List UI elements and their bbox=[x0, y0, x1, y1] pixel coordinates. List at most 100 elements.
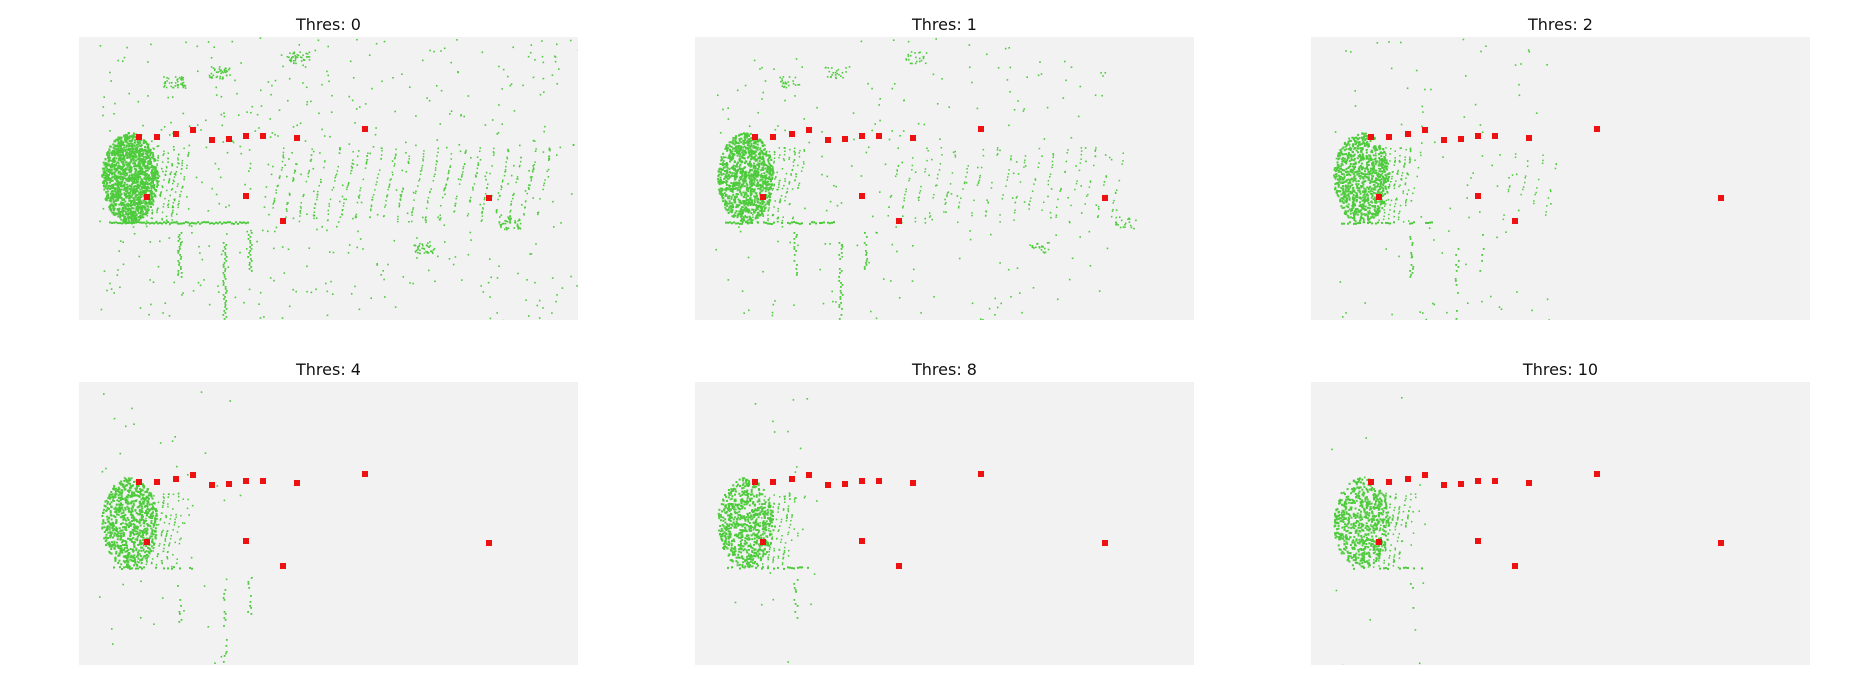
lidar-point bbox=[770, 159, 773, 161]
lidar-point bbox=[785, 82, 788, 85]
lidar-point bbox=[731, 188, 734, 191]
lidar-point bbox=[750, 220, 753, 222]
lidar-point bbox=[173, 199, 176, 202]
lidar-point bbox=[356, 38, 358, 41]
lidar-point bbox=[453, 211, 455, 213]
lidar-point bbox=[751, 169, 754, 172]
lidar-point bbox=[147, 149, 150, 152]
lidar-point bbox=[299, 205, 302, 208]
lidar-point bbox=[744, 139, 747, 141]
lidar-point bbox=[153, 148, 155, 150]
lidar-point bbox=[766, 164, 769, 167]
lidar-point bbox=[518, 165, 521, 168]
lidar-point bbox=[914, 220, 917, 223]
lidar-point bbox=[1084, 147, 1087, 149]
lidar-point bbox=[225, 206, 227, 208]
lidar-point bbox=[738, 183, 741, 186]
lidar-point bbox=[131, 143, 133, 146]
lidar-point bbox=[748, 164, 751, 167]
lidar-point bbox=[767, 219, 769, 222]
lidar-point bbox=[133, 214, 136, 217]
lidar-point bbox=[134, 162, 137, 165]
lidar-point bbox=[401, 73, 403, 75]
lidar-point bbox=[394, 163, 396, 165]
lidar-point bbox=[381, 80, 383, 83]
lidar-point bbox=[145, 222, 147, 225]
lidar-point bbox=[116, 199, 119, 202]
lidar-point bbox=[239, 221, 241, 224]
lidar-point bbox=[755, 154, 758, 157]
lidar-point bbox=[756, 183, 759, 186]
lidar-point bbox=[1372, 180, 1375, 183]
lidar-point bbox=[865, 244, 868, 246]
lidar-point bbox=[303, 59, 306, 61]
lidar-point bbox=[146, 157, 149, 159]
lidar-point bbox=[355, 108, 358, 110]
lidar-point bbox=[767, 210, 770, 212]
lidar-point bbox=[129, 150, 132, 153]
lidar-point bbox=[107, 163, 110, 166]
lidar-point bbox=[735, 222, 737, 225]
lidar-point bbox=[1055, 234, 1057, 236]
lidar-point bbox=[122, 184, 125, 187]
lidar-point bbox=[764, 180, 767, 183]
lidar-point bbox=[128, 203, 131, 206]
lidar-point bbox=[731, 209, 734, 212]
lidar-point bbox=[1124, 224, 1126, 226]
lidar-point bbox=[570, 275, 572, 278]
lidar-point bbox=[543, 91, 545, 93]
lidar-point bbox=[127, 205, 130, 208]
lidar-point bbox=[168, 315, 171, 317]
lidar-point bbox=[1122, 160, 1124, 162]
lidar-point bbox=[120, 145, 122, 148]
lidar-point bbox=[743, 194, 746, 196]
lidar-point bbox=[158, 175, 161, 178]
lidar-point bbox=[743, 145, 746, 148]
lidar-point bbox=[1056, 206, 1058, 208]
lidar-point bbox=[715, 248, 717, 251]
lidar-point bbox=[139, 206, 141, 209]
lidar-point bbox=[118, 208, 121, 210]
lidar-point bbox=[339, 148, 341, 150]
lidar-point bbox=[816, 106, 818, 109]
lidar-point bbox=[233, 222, 235, 225]
lidar-point bbox=[548, 148, 551, 151]
lidar-point bbox=[161, 217, 163, 220]
lidar-point bbox=[485, 193, 487, 195]
lidar-point bbox=[908, 179, 910, 182]
lidar-point bbox=[354, 215, 357, 217]
lidar-point bbox=[124, 186, 127, 189]
lidar-point bbox=[757, 111, 759, 114]
lidar-point bbox=[793, 248, 796, 250]
lidar-point bbox=[111, 222, 113, 224]
lidar-point bbox=[133, 199, 136, 202]
lidar-point bbox=[761, 140, 764, 143]
lidar-point bbox=[352, 159, 354, 161]
lidar-point bbox=[740, 156, 743, 159]
lidar-point bbox=[366, 155, 368, 157]
lidar-point bbox=[532, 76, 535, 79]
lidar-point bbox=[231, 40, 234, 43]
lidar-point bbox=[105, 177, 107, 180]
lidar-point bbox=[144, 187, 147, 190]
lidar-point bbox=[277, 135, 279, 137]
lidar-point bbox=[180, 83, 182, 85]
lidar-point bbox=[178, 250, 180, 252]
lidar-point bbox=[743, 171, 746, 174]
lidar-point bbox=[1379, 188, 1381, 191]
lidar-point bbox=[149, 150, 152, 153]
lidar-point bbox=[950, 193, 953, 195]
lidar-point bbox=[224, 268, 227, 270]
lidar-point bbox=[730, 159, 733, 162]
lidar-point bbox=[778, 183, 780, 186]
lidar-point bbox=[1115, 216, 1118, 219]
lidar-point bbox=[146, 186, 149, 189]
lidar-point bbox=[409, 86, 411, 88]
lidar-point bbox=[1361, 168, 1363, 171]
lidar-point bbox=[779, 179, 781, 182]
lidar-point bbox=[1384, 165, 1387, 168]
lidar-point bbox=[162, 206, 165, 208]
lidar-point bbox=[722, 159, 725, 162]
lidar-point bbox=[114, 212, 117, 215]
lidar-point bbox=[753, 202, 755, 205]
